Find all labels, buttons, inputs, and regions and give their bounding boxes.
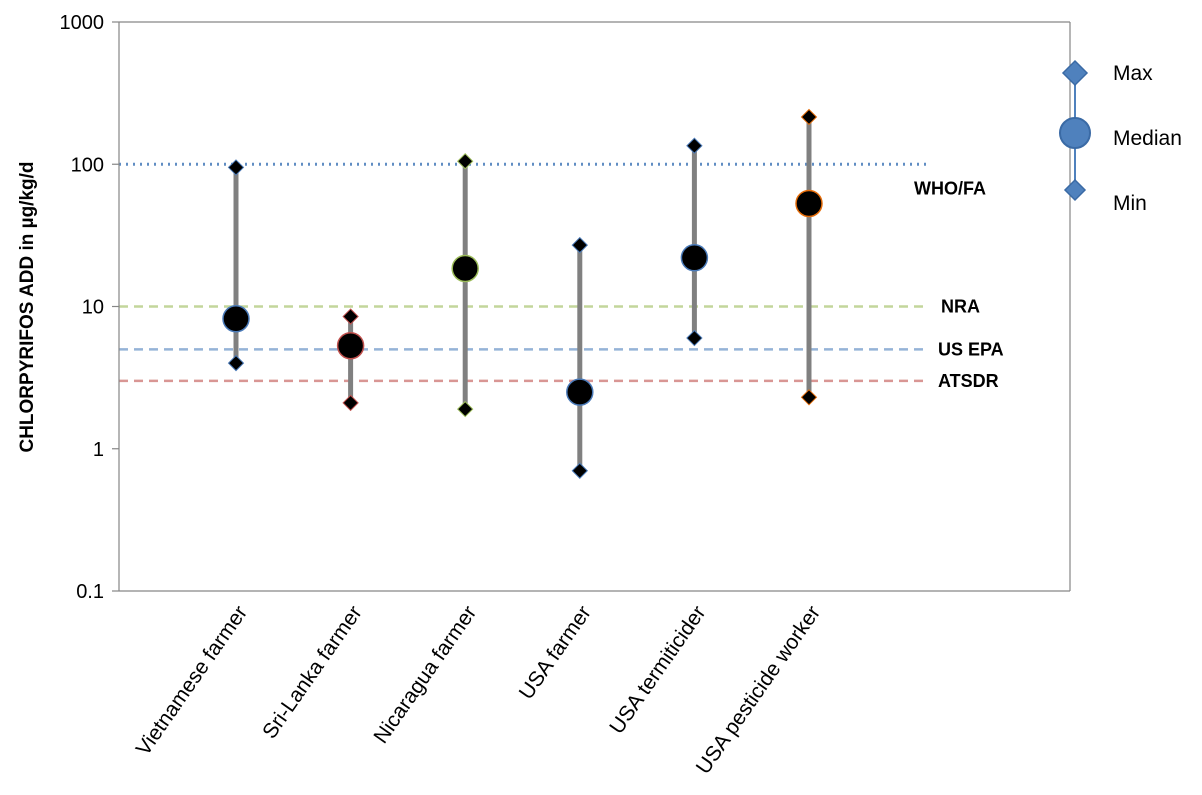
- ref-label-us-epa: US EPA: [938, 339, 1004, 359]
- category-label-usa-pesticide-worker: USA pesticide worker: [692, 602, 825, 779]
- category-label-nicaragua-farmer: Nicaragua farmer: [369, 602, 481, 748]
- legend: Max Median Min: [1059, 59, 1182, 215]
- min-marker-usa-farmer: [571, 462, 589, 479]
- max-marker-sri-lanka-farmer: [342, 308, 359, 325]
- ref-label-atsdr: ATSDR: [938, 371, 999, 391]
- median-marker-usa-farmer: [566, 378, 594, 406]
- y-tick-label: 10: [82, 297, 104, 319]
- y-tick-label: 1: [93, 439, 104, 461]
- min-marker-usa-termiticider: [686, 329, 703, 347]
- min-marker-nicaragua-farmer: [456, 400, 474, 418]
- category-label-sri-lanka-farmer: Sri-Lanka farmer: [258, 602, 367, 743]
- y-axis-title: CHLORPYRIFOS ADD in µg/kg/d: [17, 161, 38, 452]
- ref-label-who-fa: WHO/FA: [914, 178, 986, 198]
- min-marker-vietnamese-farmer: [227, 354, 245, 372]
- legend-label-min: Min: [1113, 192, 1147, 215]
- legend-min-icon: [1063, 178, 1087, 202]
- legend-max-icon: [1061, 59, 1089, 87]
- legend-median-icon: [1059, 117, 1091, 149]
- median-marker-sri-lanka-farmer: [336, 331, 365, 360]
- median-marker-nicaragua-farmer: [451, 254, 479, 283]
- max-marker-vietnamese-farmer: [227, 159, 245, 176]
- median-marker-usa-termiticider: [680, 244, 709, 272]
- y-tick-label: 0.1: [76, 581, 104, 603]
- median-marker-vietnamese-farmer: [222, 305, 250, 333]
- ref-label-nra: NRA: [941, 297, 980, 317]
- max-marker-usa-farmer: [571, 236, 589, 254]
- median-marker-usa-pesticide-worker: [795, 189, 823, 218]
- y-tick-label: 1000: [60, 12, 105, 34]
- category-label-vietnamese-farmer: Vietnamese farmer: [132, 602, 252, 760]
- category-label-usa-termiticider: USA termiticider: [605, 602, 710, 739]
- max-marker-usa-termiticider: [686, 137, 703, 154]
- legend-label-median: Median: [1113, 127, 1182, 150]
- min-marker-sri-lanka-farmer: [342, 394, 359, 412]
- legend-label-max: Max: [1113, 62, 1153, 85]
- max-marker-nicaragua-farmer: [456, 153, 474, 170]
- y-tick-label: 100: [71, 154, 104, 176]
- max-marker-usa-pesticide-worker: [800, 108, 818, 126]
- min-marker-usa-pesticide-worker: [800, 389, 818, 406]
- category-label-usa-farmer: USA farmer: [515, 602, 596, 704]
